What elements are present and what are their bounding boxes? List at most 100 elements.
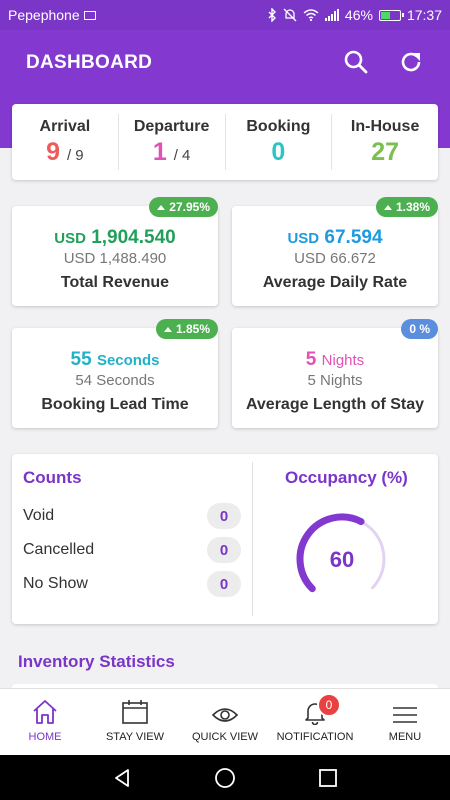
battery-icon (378, 9, 404, 21)
revenue-value: 1,904.540 (91, 227, 176, 248)
inhouse-summary[interactable]: In-House 27 (332, 114, 438, 170)
departure-summary[interactable]: Departure 1 / 4 (119, 114, 226, 170)
adr-unit: USD (287, 230, 320, 247)
arrival-count: 9 (46, 137, 60, 166)
nav-home-label: HOME (28, 731, 62, 743)
revenue-change-badge: 27.95% (149, 197, 218, 217)
nav-stay-view-label: STAY VIEW (105, 731, 165, 743)
revenue-change: 27.95% (169, 200, 210, 214)
cancelled-label: Cancelled (23, 541, 95, 558)
lead-time-change-badge: 1.85% (155, 319, 218, 339)
lead-time-unit: Seconds (96, 352, 160, 369)
count-row-no-show[interactable]: No Show 0 (23, 570, 241, 598)
total-revenue-card[interactable]: 27.95% USD 1,904.540 USD 1,488.490 Total… (12, 197, 218, 306)
arrival-label: Arrival (39, 117, 91, 135)
nav-notification-label: NOTIFICATION (276, 731, 354, 743)
nav-menu[interactable]: MENU (360, 689, 450, 755)
los-unit: Nights (321, 352, 365, 369)
lead-time-current: 55 Seconds (12, 349, 218, 371)
booking-label: Booking (246, 117, 311, 135)
departure-count: 1 (152, 137, 167, 166)
refresh-icon (401, 52, 421, 72)
inhouse-count: 27 (371, 137, 400, 166)
bluetooth-icon (268, 8, 276, 22)
no-show-count: 0 (207, 571, 241, 597)
lead-time-change: 1.85% (175, 322, 210, 336)
void-label: Void (23, 507, 55, 524)
page-title: DASHBOARD (26, 52, 153, 73)
lead-time-previous: 54 Seconds (75, 372, 155, 389)
inventory-statistics-title: Inventory Statistics (18, 652, 175, 671)
lead-time-label: Booking Lead Time (41, 396, 189, 413)
counts-title: Counts (23, 468, 82, 487)
adr-change: 1.38% (395, 200, 430, 214)
battery-percent: 46% (344, 7, 373, 23)
nav-quick-view[interactable]: QUICK VIEW (180, 689, 270, 755)
back-triangle-icon (114, 768, 129, 787)
status-bar: Pepephone 46% 17:37 (0, 0, 450, 30)
recents-square-icon (319, 768, 338, 787)
los-label: Average Length of Stay (245, 396, 425, 413)
arrival-value-line: 9 / 9 (46, 138, 84, 167)
occupancy-gauge-fill (296, 513, 365, 593)
signal-icon (324, 9, 339, 21)
adr-current: USD 67.594 (232, 227, 438, 249)
summary-card: Arrival 9 / 9 Departure 1 / 4 Booking 0 … (12, 104, 438, 180)
departure-total: / 4 (173, 146, 191, 164)
recents-button[interactable] (314, 764, 342, 792)
adr-label: Average Daily Rate (262, 274, 408, 291)
counts-occupancy-card: Counts Void 0 Cancelled 0 No Show 0 Occu… (12, 454, 438, 624)
clock: 17:37 (406, 7, 442, 23)
occupancy-gauge: 60 (296, 513, 386, 593)
up-arrow-icon (383, 204, 392, 210)
booking-summary[interactable]: Booking 0 (226, 114, 333, 170)
los-current: 5 Nights (232, 349, 438, 371)
los-change-badge: 0 % (401, 319, 438, 339)
nav-home[interactable]: HOME (0, 689, 90, 755)
lead-time-value: 55 (70, 349, 92, 370)
revenue-previous: USD 1,488.490 (63, 250, 167, 267)
mute-icon (283, 8, 297, 22)
eye-icon (211, 708, 239, 722)
revenue-label: Total Revenue (60, 274, 170, 291)
occupancy-title: Occupancy (%) (285, 468, 408, 487)
carrier-name: Pepephone (8, 7, 80, 23)
revenue-unit: USD (54, 230, 86, 247)
count-row-cancelled[interactable]: Cancelled 0 (23, 536, 241, 564)
departure-value-line: 1 / 4 (153, 138, 191, 167)
menu-icon (393, 707, 417, 723)
home-system-button[interactable] (211, 764, 239, 792)
up-arrow-icon (157, 204, 166, 210)
wifi-icon (303, 9, 319, 21)
adr-value: 67.594 (324, 227, 383, 248)
arrival-total: / 9 (66, 146, 84, 164)
arrival-summary[interactable]: Arrival 9 / 9 (12, 114, 119, 170)
back-button[interactable] (108, 764, 136, 792)
average-daily-rate-card[interactable]: 1.38% USD 67.594 USD 66.672 Average Dail… (232, 197, 438, 306)
los-value: 5 (305, 349, 317, 370)
mail-icon (83, 10, 96, 20)
nav-stay-view[interactable]: STAY VIEW (90, 689, 180, 755)
calendar-icon (122, 700, 148, 724)
nav-notification[interactable]: 0 NOTIFICATION (270, 689, 360, 755)
home-icon (33, 700, 57, 724)
los-change: 0 % (409, 322, 430, 336)
divider (252, 462, 253, 616)
refresh-button[interactable] (393, 44, 429, 80)
nav-quick-view-label: QUICK VIEW (191, 731, 258, 743)
up-arrow-icon (163, 326, 172, 332)
los-previous: 5 Nights (307, 372, 363, 389)
home-circle-icon (215, 767, 235, 788)
nav-menu-label: MENU (388, 731, 422, 743)
bottom-navigation: HOME STAY VIEW QUICK VIEW 0 NOTIFICATION… (0, 688, 450, 755)
cancelled-count: 0 (207, 537, 241, 563)
search-button[interactable] (338, 44, 374, 80)
count-row-void[interactable]: Void 0 (23, 502, 241, 530)
average-length-of-stay-card[interactable]: 0 % 5 Nights 5 Nights Average Length of … (232, 319, 438, 428)
booking-lead-time-card[interactable]: 1.85% 55 Seconds 54 Seconds Booking Lead… (12, 319, 218, 428)
void-count: 0 (207, 503, 241, 529)
occupancy-value: 60 (330, 547, 354, 572)
booking-count: 0 (271, 137, 286, 166)
adr-change-badge: 1.38% (375, 197, 438, 217)
departure-label: Departure (133, 117, 210, 135)
